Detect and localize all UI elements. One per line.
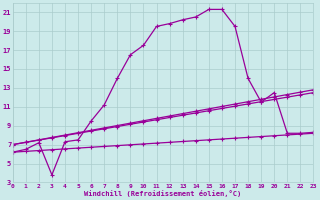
X-axis label: Windchill (Refroidissement éolien,°C): Windchill (Refroidissement éolien,°C) <box>84 190 242 197</box>
